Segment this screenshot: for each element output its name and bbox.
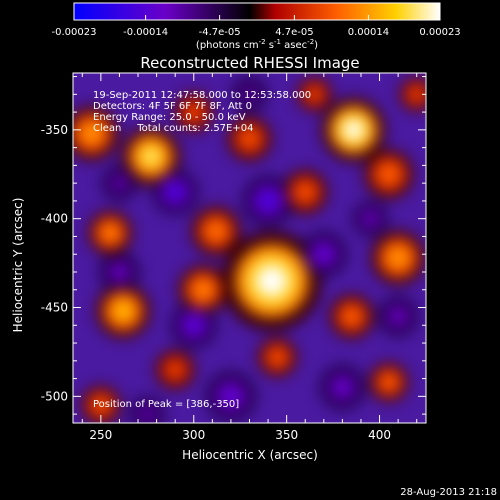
- colorbar-tick-label: 4.7e-05: [275, 27, 313, 38]
- info-line-counts: Clean Total counts: 2.57E+04: [93, 123, 253, 134]
- colorbar-units-label: (photons cm-2 s-1 asec-2): [196, 38, 318, 51]
- heatmap-blob: [142, 147, 160, 166]
- peak-position-label: Position of Peak = [386,-350]: [93, 399, 239, 410]
- heatmap-blob: [389, 249, 407, 266]
- heatmap-blob: [208, 223, 224, 239]
- heatmap-blob: [343, 120, 364, 140]
- heatmap-blob: [411, 89, 422, 100]
- heatmap-blob: [113, 266, 126, 278]
- heatmap-blob: [187, 318, 201, 332]
- colorbar-tick-label: -0.00023: [52, 27, 97, 38]
- axis-ticks: 250 300 350 400 -350 -400 -450 -500: [41, 73, 426, 442]
- heatmap-blob: [223, 388, 239, 404]
- heatmap-blob: [256, 266, 287, 296]
- heatmap-blob: [187, 106, 200, 119]
- x-axis-label: Heliocentric X (arcsec): [182, 448, 318, 462]
- heatmap-blob: [309, 89, 320, 100]
- heatmap-blob: [365, 213, 376, 224]
- colorbar-tick-label: -0.00014: [123, 27, 168, 38]
- colorbar-tick-label: 0.00023: [419, 27, 460, 38]
- x-tick-label: 300: [182, 428, 205, 442]
- heatmap-blob: [114, 177, 125, 189]
- footer-date: 28-Aug-2013 21:18: [400, 487, 497, 498]
- heatmap-blob: [298, 185, 312, 199]
- heatmap-blob: [392, 310, 405, 323]
- colorbar: -0.00023 -0.00014 -4.7e-05 4.7e-05 0.00014 0.…: [52, 2, 461, 51]
- heatmap-blob: [195, 282, 211, 298]
- heatmap-blob: [242, 132, 257, 146]
- info-line-detectors: Detectors: 4F 5F 6F 7F 8F, Att 0: [93, 101, 252, 112]
- colorbar-gradient: [73, 2, 441, 21]
- heatmap-blob: [260, 193, 276, 209]
- info-line-time: 19-Sep-2011 12:47:58.000 to 12:53:58.000: [93, 90, 311, 101]
- heatmap-blob: [114, 302, 132, 320]
- x-tick-label: 400: [368, 428, 391, 442]
- heatmap-blob: [271, 351, 284, 364]
- heatmap-blob: [83, 125, 100, 142]
- heatmap-blob: [244, 89, 255, 100]
- heatmap-blob: [344, 309, 359, 324]
- heatmap-blob: [168, 185, 182, 199]
- y-tick-label: -400: [41, 212, 68, 226]
- y-tick-label: -500: [41, 389, 68, 403]
- chart-title: Reconstructed RHESSI Image: [140, 54, 359, 72]
- heatmap-blob: [382, 376, 395, 389]
- heatmap-blob: [94, 399, 107, 412]
- colorbar-tick-label: -4.7e-05: [199, 27, 241, 38]
- y-tick-label: -450: [41, 301, 68, 315]
- x-tick-label: 250: [89, 428, 112, 442]
- info-block: 19-Sep-2011 12:47:58.000 to 12:53:58.000…: [93, 90, 311, 134]
- heatmap-blob: [335, 380, 350, 395]
- heatmap-blob: [169, 363, 182, 376]
- colorbar-ticks: -0.00023 -0.00014 -4.7e-05 4.7e-05 0.00014 0.…: [52, 15, 461, 38]
- y-axis-label: Heliocentric Y (arcsec): [11, 198, 25, 333]
- colorbar-tick-label: 0.00014: [348, 27, 389, 38]
- heatmap-image: [73, 76, 426, 423]
- plot-area: 250 300 350 400 -350 -400 -450 -500: [41, 72, 427, 442]
- info-line-energy: Energy Range: 25.0 - 50.0 keV: [93, 112, 246, 123]
- heatmap-blob: [142, 408, 153, 420]
- heatmap-blob: [103, 226, 117, 240]
- heatmap-blob: [317, 247, 331, 261]
- x-tick-label: 350: [275, 428, 298, 442]
- heatmap-blob: [381, 166, 397, 182]
- y-tick-label: -350: [41, 123, 68, 137]
